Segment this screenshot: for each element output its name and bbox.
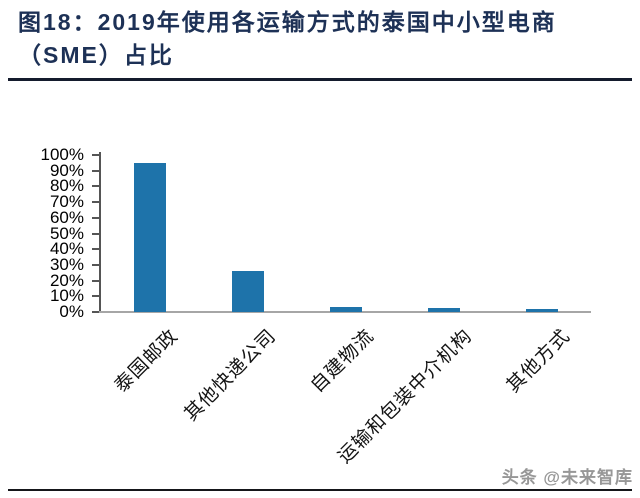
y-tick-mark — [92, 216, 99, 219]
y-tick-mark — [92, 263, 99, 266]
bar-1 — [134, 163, 166, 312]
y-tick-label: 30% — [49, 254, 84, 274]
y-tick-label: 10% — [49, 286, 84, 306]
figure-title: 图18：2019年使用各运输方式的泰国中小型电商 （SME）占比 — [18, 6, 636, 72]
category-label: 其他方式 — [502, 325, 575, 397]
title-divider — [8, 78, 632, 81]
y-tick-mark — [92, 169, 99, 172]
bar-2 — [232, 271, 264, 312]
y-tick-label: 70% — [49, 192, 84, 212]
y-tick-label: 60% — [49, 207, 84, 227]
y-tick-label: 90% — [49, 160, 84, 180]
y-tick-mark — [92, 232, 99, 235]
y-tick-label: 0% — [59, 302, 84, 321]
category-label: 自建物流 — [306, 325, 379, 397]
bar-4 — [428, 308, 460, 312]
figure-title-line1: 图18：2019年使用各运输方式的泰国中小型电商 — [18, 9, 557, 35]
y-tick-label: 50% — [49, 223, 84, 243]
y-tick-mark — [92, 279, 99, 282]
category-label: 泰国邮政 — [110, 325, 183, 397]
bar-chart: 0% 10% 20% 30% 40% 50% 60% 70% 80% 90% 100% 泰国邮政 其他快… — [40, 145, 591, 468]
x-axis-line — [99, 311, 591, 313]
figure-title-line2: （SME）占比 — [18, 42, 174, 68]
y-axis-line — [99, 152, 101, 313]
y-tick-mark — [92, 185, 99, 188]
watermark: 头条 @未来智库 — [501, 468, 633, 487]
y-tick-label: 40% — [49, 239, 84, 259]
bar-5 — [526, 309, 558, 312]
y-tick-label: 20% — [49, 270, 84, 290]
y-tick-mark — [92, 311, 99, 313]
bottom-divider — [8, 489, 632, 491]
y-tick-mark — [92, 154, 99, 156]
y-tick-mark — [92, 295, 99, 298]
y-tick-label: 80% — [49, 176, 84, 196]
y-tick-mark — [92, 201, 99, 204]
y-tick-mark — [92, 248, 99, 251]
category-label: 其他快递公司 — [180, 325, 281, 426]
y-tick-label: 100% — [40, 145, 84, 164]
bar-3 — [330, 307, 362, 312]
